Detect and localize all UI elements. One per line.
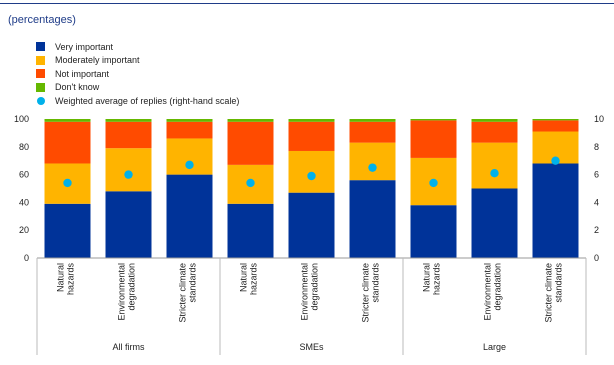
weighted-average-point: [63, 178, 72, 188]
bar-segment-not-important: [44, 121, 91, 164]
legend-swatch-dont-know: [36, 82, 45, 92]
category-tick-label: Environmentaldegradation: [300, 263, 320, 321]
legend-swatch-not-important: [36, 69, 45, 79]
weighted-average-point: [551, 156, 560, 165]
weighted-average-point: [185, 160, 194, 170]
category-tick-label: Stricter climatestandards: [178, 263, 198, 323]
y-left-tick-label: 80: [19, 142, 29, 152]
y-left-tick-label: 60: [19, 170, 29, 180]
bar-segment-don-t-know: [227, 119, 274, 122]
bar-segment-very-important: [288, 192, 335, 258]
bar-segment-very-important: [532, 163, 579, 258]
legend-marker-weighted-average: [36, 96, 45, 105]
category-tick-label: Naturalhazards: [239, 263, 259, 296]
bar-segment-very-important: [471, 188, 518, 258]
chart-subtitle: (percentages): [8, 14, 76, 26]
bar-segment-not-important: [471, 121, 518, 143]
legend-label-weighted-average: Weighted average of replies (right-hand …: [55, 95, 240, 106]
category-tick-label: Naturalhazards: [422, 263, 442, 296]
y-right-tick-label: 0: [594, 253, 599, 263]
y-right-tick-label: 4: [594, 197, 599, 207]
group-label: SMEs: [299, 342, 324, 352]
bar-segment-very-important: [166, 174, 213, 258]
bar-segment-don-t-know: [288, 119, 335, 122]
legend-label-very-important: Very important: [55, 41, 114, 52]
bar-segment-not-important: [532, 120, 579, 132]
group-label: Large: [483, 342, 506, 352]
bar-segment-not-important: [105, 121, 152, 149]
legend-item-moderately-important: Moderately important: [36, 54, 239, 68]
bar-segment-don-t-know: [410, 119, 457, 121]
bar-segment-very-important: [44, 203, 91, 258]
legend-item-weighted-average: Weighted average of replies (right-hand …: [36, 94, 239, 108]
weighted-average-point: [246, 178, 255, 188]
bar-segment-don-t-know: [471, 119, 518, 122]
group-label: All firms: [113, 342, 145, 352]
y-left-tick-label: 0: [24, 253, 29, 263]
bar-segment-moderately-important: [471, 142, 518, 189]
y-right-tick-label: 6: [594, 170, 599, 180]
bar-segment-very-important: [349, 180, 396, 258]
top-rule: [0, 3, 614, 4]
weighted-average-point: [490, 169, 499, 178]
bar-segment-don-t-know: [44, 119, 91, 122]
category-tick-label: Stricter climatestandards: [544, 263, 564, 323]
y-left-tick-label: 20: [19, 225, 29, 235]
legend: Very important Moderately important Not …: [36, 40, 239, 108]
bar-segment-very-important: [410, 205, 457, 258]
category-tick-label: Naturalhazards: [56, 263, 76, 296]
weighted-average-point: [368, 163, 377, 172]
legend-item-very-important: Very important: [36, 40, 239, 54]
bar-segment-very-important: [227, 203, 274, 258]
y-right-tick-label: 8: [594, 142, 599, 152]
bar-segment-don-t-know: [105, 119, 152, 122]
bar-segment-not-important: [227, 121, 274, 165]
y-left-tick-label: 100: [14, 114, 29, 124]
legend-swatch-very-important: [36, 42, 45, 52]
y-right-tick-label: 2: [594, 225, 599, 235]
legend-item-not-important: Not important: [36, 67, 239, 81]
legend-swatch-moderately-important: [36, 55, 45, 65]
bar-segment-don-t-know: [349, 119, 396, 122]
bar-segment-very-important: [105, 191, 152, 258]
weighted-average-point: [307, 171, 316, 181]
bar-segment-not-important: [410, 120, 457, 158]
bar-segment-moderately-important: [166, 138, 213, 175]
bar-segment-don-t-know: [166, 119, 213, 122]
bar-segment-don-t-know: [532, 119, 579, 121]
y-left-tick-label: 40: [19, 197, 29, 207]
category-tick-label: Stricter climatestandards: [361, 263, 381, 323]
legend-label-not-important: Not important: [55, 68, 110, 79]
category-tick-label: Environmentaldegradation: [117, 263, 137, 321]
legend-label-moderately-important: Moderately important: [55, 55, 140, 66]
weighted-average-point: [124, 170, 133, 179]
bar-segment-not-important: [166, 121, 213, 139]
legend-label-dont-know: Don't know: [55, 82, 100, 93]
legend-item-dont-know: Don't know: [36, 81, 239, 95]
category-tick-label: Environmentaldegradation: [483, 263, 503, 321]
y-right-tick-label: 10: [594, 114, 604, 124]
bar-segment-not-important: [349, 121, 396, 143]
bar-segment-moderately-important: [105, 148, 152, 192]
bar-segment-moderately-important: [349, 142, 396, 181]
weighted-average-point: [429, 178, 438, 188]
bar-segment-not-important: [288, 121, 335, 151]
